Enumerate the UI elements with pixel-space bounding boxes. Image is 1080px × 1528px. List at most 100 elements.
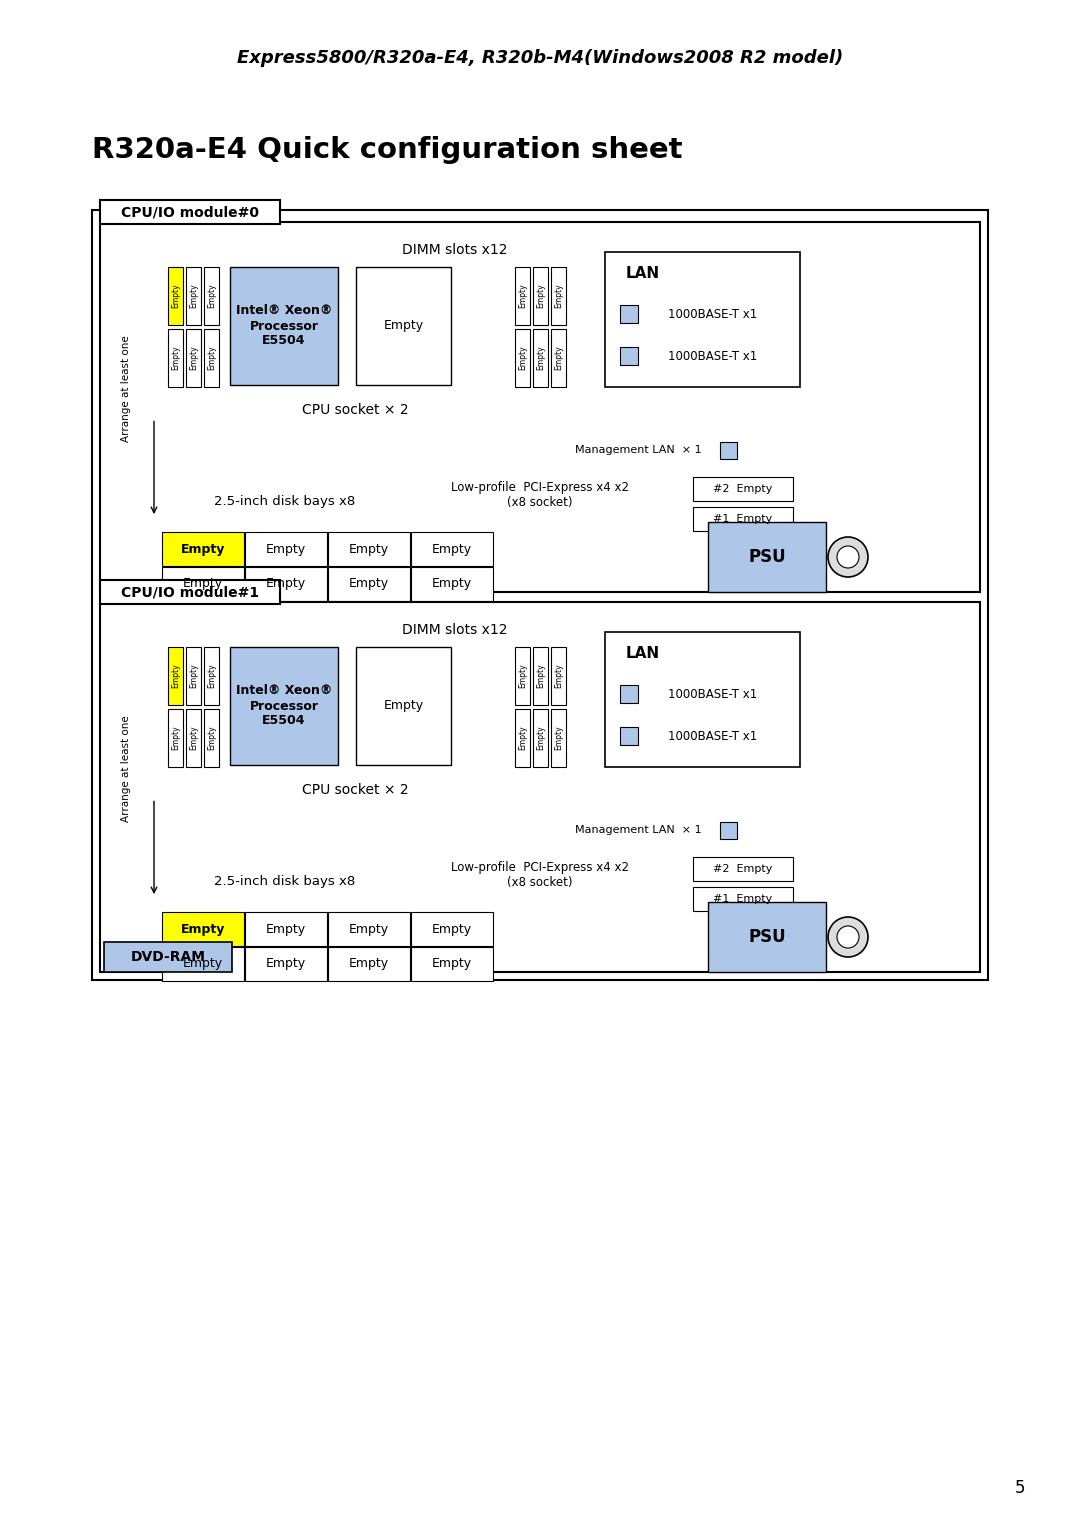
Text: Empty: Empty bbox=[183, 578, 224, 590]
Bar bbox=[186, 709, 201, 767]
Text: Express5800/R320a-E4, R320b-M4(Windows2008 R2 model): Express5800/R320a-E4, R320b-M4(Windows20… bbox=[237, 49, 843, 67]
Text: CPU socket × 2: CPU socket × 2 bbox=[301, 782, 408, 798]
Text: 1000BASE-T x1: 1000BASE-T x1 bbox=[667, 729, 757, 743]
Circle shape bbox=[837, 545, 859, 568]
Bar bbox=[204, 709, 219, 767]
Text: Empty: Empty bbox=[536, 726, 545, 750]
Text: Empty: Empty bbox=[432, 923, 472, 935]
Bar bbox=[328, 567, 410, 601]
Text: Empty: Empty bbox=[266, 923, 306, 935]
Bar bbox=[411, 912, 492, 946]
Text: Empty: Empty bbox=[349, 923, 389, 935]
Text: Empty: Empty bbox=[554, 345, 563, 370]
Bar bbox=[693, 477, 793, 501]
Text: Empty: Empty bbox=[518, 284, 527, 309]
Bar bbox=[245, 532, 327, 565]
Bar bbox=[411, 947, 492, 981]
Text: PSU: PSU bbox=[748, 549, 786, 565]
Text: 2.5-inch disk bays x8: 2.5-inch disk bays x8 bbox=[214, 876, 355, 888]
Bar bbox=[162, 532, 244, 565]
Bar bbox=[515, 329, 530, 387]
Text: Empty: Empty bbox=[266, 542, 306, 556]
Text: CPU/IO module#0: CPU/IO module#0 bbox=[121, 205, 259, 219]
Text: Intel® Xeon®
Processor
E5504: Intel® Xeon® Processor E5504 bbox=[235, 304, 333, 347]
Text: Management LAN  × 1: Management LAN × 1 bbox=[575, 445, 701, 455]
Text: PSU: PSU bbox=[748, 927, 786, 946]
Bar bbox=[100, 200, 280, 225]
Bar bbox=[204, 329, 219, 387]
Bar bbox=[551, 267, 566, 325]
Bar bbox=[186, 329, 201, 387]
Text: Management LAN  × 1: Management LAN × 1 bbox=[575, 825, 701, 834]
Text: Empty: Empty bbox=[207, 345, 216, 370]
Text: Empty: Empty bbox=[207, 284, 216, 309]
Bar bbox=[328, 532, 410, 565]
Bar bbox=[620, 685, 638, 703]
Bar bbox=[411, 567, 492, 601]
Bar bbox=[515, 267, 530, 325]
Bar bbox=[605, 633, 800, 767]
Text: LAN: LAN bbox=[626, 266, 660, 281]
Bar bbox=[620, 727, 638, 746]
Bar bbox=[620, 347, 638, 365]
Text: LAN: LAN bbox=[626, 646, 660, 662]
Text: Empty: Empty bbox=[189, 345, 198, 370]
Text: Empty: Empty bbox=[518, 345, 527, 370]
Bar bbox=[230, 267, 338, 385]
Bar bbox=[100, 581, 280, 604]
Bar bbox=[356, 267, 451, 385]
Text: Empty: Empty bbox=[383, 319, 423, 333]
Bar bbox=[720, 442, 737, 458]
Circle shape bbox=[828, 917, 868, 957]
Text: Empty: Empty bbox=[266, 958, 306, 970]
Text: 1000BASE-T x1: 1000BASE-T x1 bbox=[667, 688, 757, 700]
Bar bbox=[551, 709, 566, 767]
Text: Empty: Empty bbox=[536, 284, 545, 309]
Circle shape bbox=[828, 536, 868, 578]
Bar bbox=[230, 646, 338, 766]
Text: CPU socket × 2: CPU socket × 2 bbox=[301, 403, 408, 417]
Text: Empty: Empty bbox=[432, 578, 472, 590]
Text: Empty: Empty bbox=[554, 284, 563, 309]
Bar bbox=[356, 646, 451, 766]
Bar bbox=[693, 507, 793, 532]
Text: Arrange at least one: Arrange at least one bbox=[121, 335, 131, 442]
Text: Empty: Empty bbox=[518, 726, 527, 750]
Text: #2  Empty: #2 Empty bbox=[713, 484, 772, 494]
Text: Empty: Empty bbox=[383, 700, 423, 712]
Text: #1  Empty: #1 Empty bbox=[714, 894, 772, 905]
Bar bbox=[534, 646, 548, 704]
Bar bbox=[186, 646, 201, 704]
Circle shape bbox=[837, 926, 859, 947]
Bar bbox=[534, 709, 548, 767]
Text: Empty: Empty bbox=[266, 578, 306, 590]
Text: R320a-E4 Quick configuration sheet: R320a-E4 Quick configuration sheet bbox=[92, 136, 683, 163]
Bar bbox=[204, 267, 219, 325]
Bar bbox=[515, 709, 530, 767]
Text: #2  Empty: #2 Empty bbox=[713, 863, 772, 874]
Text: Empty: Empty bbox=[183, 958, 224, 970]
Text: 1000BASE-T x1: 1000BASE-T x1 bbox=[667, 350, 757, 362]
Text: 5: 5 bbox=[1015, 1479, 1025, 1497]
Text: Empty: Empty bbox=[189, 663, 198, 688]
Text: Empty: Empty bbox=[518, 663, 527, 688]
Text: Empty: Empty bbox=[432, 542, 472, 556]
Text: DIMM slots x12: DIMM slots x12 bbox=[402, 623, 508, 637]
Bar bbox=[708, 523, 826, 591]
Text: Empty: Empty bbox=[536, 663, 545, 688]
Bar bbox=[515, 646, 530, 704]
Text: Empty: Empty bbox=[432, 958, 472, 970]
Bar bbox=[534, 329, 548, 387]
Bar bbox=[204, 646, 219, 704]
Bar bbox=[605, 252, 800, 387]
Text: 2.5-inch disk bays x8: 2.5-inch disk bays x8 bbox=[214, 495, 355, 509]
Bar bbox=[693, 886, 793, 911]
Bar bbox=[186, 267, 201, 325]
Bar bbox=[168, 646, 183, 704]
Text: Empty: Empty bbox=[554, 663, 563, 688]
Bar bbox=[245, 567, 327, 601]
Bar bbox=[708, 902, 826, 972]
Text: Intel® Xeon®
Processor
E5504: Intel® Xeon® Processor E5504 bbox=[235, 685, 333, 727]
Text: Empty: Empty bbox=[189, 726, 198, 750]
Text: Empty: Empty bbox=[171, 345, 180, 370]
